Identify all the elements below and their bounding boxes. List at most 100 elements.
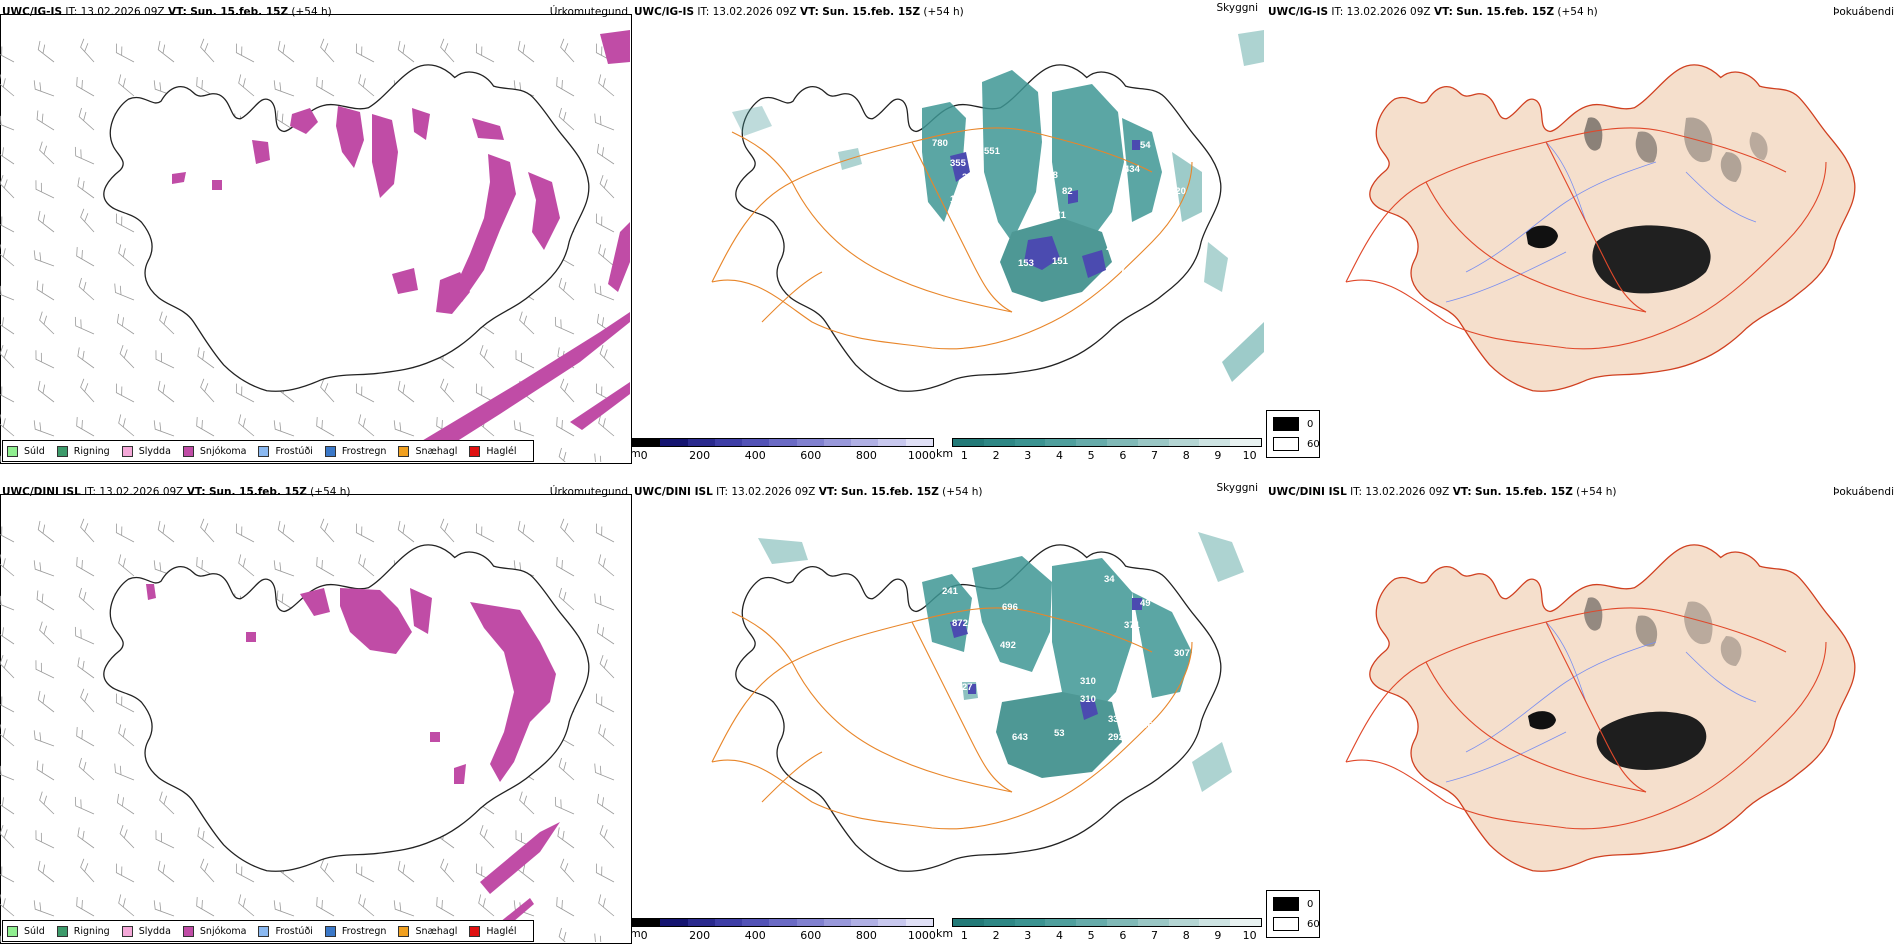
wind-barb (397, 40, 415, 63)
colorbar-segment (823, 919, 852, 926)
wind-barb (116, 313, 135, 335)
wind-barb (594, 453, 615, 462)
wind-barb (558, 587, 575, 611)
legend-label: Súld (24, 445, 45, 457)
wind-barb (76, 247, 95, 267)
legend-item: Frostregn (324, 925, 386, 937)
legend-label: Haglél (486, 925, 517, 937)
road-network (711, 127, 1193, 350)
wind-barb (595, 863, 615, 883)
wind-barb (478, 894, 495, 917)
valid-time: Sun. 15.feb. 15Z (208, 486, 307, 498)
wind-barb (556, 417, 575, 437)
wind-barb (36, 760, 55, 781)
model-name: UWC/IG-IS (1268, 6, 1329, 18)
wind-barb (153, 420, 175, 437)
swatch-rain (56, 925, 68, 937)
run-time: IT: 13.02.2026 09Z (65, 6, 165, 18)
wind-barb (519, 791, 535, 815)
legend-label: Snjókoma (199, 445, 247, 457)
fog-swatch-black (1273, 417, 1299, 431)
fog-legend-item: 0 (1273, 897, 1313, 911)
wind-barb (316, 417, 335, 437)
wind-barb (558, 927, 575, 942)
panel-header: UWC/IG-IS IT: 13.02.2026 09Z VT: Sun. 15… (1268, 6, 1598, 18)
wind-barb (513, 420, 535, 437)
colorbar-segment (1168, 439, 1200, 446)
colorbar-tick: 9 (1214, 449, 1222, 462)
colorbar-segment (983, 919, 1015, 926)
colorbar-segment (953, 439, 984, 446)
swatch-sleet (121, 925, 133, 937)
wind-barb (599, 175, 615, 199)
wind-barb (475, 523, 495, 543)
wind-barb (119, 825, 135, 849)
cloud-label: 362 (1142, 720, 1158, 731)
cloud-panel-row2: UWC/DINI ISL IT: 13.02.2026 09Z VT: Sun.… (630, 480, 1264, 950)
wind-barb (74, 626, 95, 645)
wind-barb (0, 383, 15, 403)
swatch-drizzle (7, 925, 18, 937)
wind-barb (39, 621, 55, 645)
wind-barb (0, 763, 15, 781)
precip-legend: Súld Rigning Slydda Snjókoma Frostúði Fr… (2, 440, 534, 462)
visibility-ticks: 1 2 3 4 5 6 7 8 9 10 (952, 447, 1262, 462)
wind-barb (596, 793, 615, 815)
colorbar-segment (953, 919, 984, 926)
wind-barb (35, 830, 55, 849)
valid-label: VT: (186, 486, 206, 498)
wind-barb (115, 523, 135, 543)
legend-label: Snæhagl (415, 925, 458, 937)
wind-barb (558, 447, 575, 462)
wind-barb (599, 655, 615, 679)
wind-barb (397, 380, 415, 403)
cloud-label: 292 (1108, 732, 1124, 743)
legend-label: Rigning (73, 445, 110, 457)
valid-time: Sun. 15.feb. 15Z (1456, 6, 1555, 18)
wind-barb (116, 793, 135, 815)
swatch-snow-pellets (398, 925, 410, 937)
cloud-label: 20 (1166, 204, 1177, 215)
precip-frame (0, 494, 632, 944)
fog-shading (1528, 597, 1742, 770)
colorbar-tick: 3 (1024, 929, 1032, 942)
cloud-label: 780 (932, 138, 948, 149)
valid-time: Sun. 15.feb. 15Z (1474, 486, 1573, 498)
legend-item: Snjókoma (182, 445, 247, 457)
colorbar-segment (796, 919, 824, 926)
visibility-unit: km (936, 927, 954, 940)
cloud-base-labels: 241 696 872 492 310 34 49 371 307 310 64… (942, 574, 1190, 743)
wind-barb (37, 40, 55, 63)
swatch-sleet (121, 445, 133, 457)
model-name: UWC/DINI ISL (634, 486, 713, 498)
wind-barb (118, 414, 135, 437)
wind-barb (118, 244, 135, 267)
swatch-freezing-rain (324, 925, 336, 937)
model-name: UWC/IG-IS (634, 6, 695, 18)
cloud-base-ticks: 0 200 400 600 800 1000 (632, 927, 936, 942)
legend-item: Snæhagl (398, 925, 458, 937)
cloud-base-colors (632, 918, 934, 927)
wind-barb (557, 827, 575, 849)
colorbar-segment (1045, 439, 1077, 446)
snow-areas (172, 30, 630, 452)
colorbar-segment (769, 919, 797, 926)
wind-barb (276, 590, 295, 611)
wind-barb (155, 830, 175, 849)
wind-barb (598, 554, 615, 577)
wind-barb (0, 655, 15, 679)
fog-legend-item: 60 (1273, 437, 1320, 451)
legend-label: Snæhagl (415, 445, 458, 457)
cloud-label: 137 (1110, 264, 1126, 275)
wind-barb (598, 414, 615, 437)
wind-barb (74, 316, 95, 335)
wind-barb (76, 557, 95, 577)
wind-barb (517, 40, 535, 63)
legend-item: Snæhagl (398, 445, 458, 457)
colorbar-tick: 0 (640, 449, 648, 462)
wind-barb (515, 350, 535, 369)
colorbar-segment (1199, 439, 1231, 446)
wind-barb (560, 518, 575, 543)
wind-barb (355, 43, 375, 63)
colorbar-segment (851, 439, 879, 446)
